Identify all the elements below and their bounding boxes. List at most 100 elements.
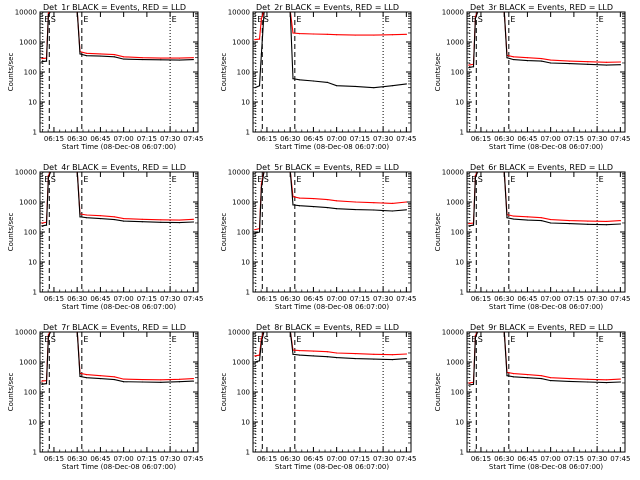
lld-data-point bbox=[605, 220, 608, 223]
y-axis-label: Counts/sec bbox=[434, 213, 442, 252]
x-axis-label: Start Time (08-Dec-08 06:07:00) bbox=[489, 143, 603, 151]
lld-data-point bbox=[391, 354, 394, 356]
series-group bbox=[254, 12, 407, 89]
x-tick-label: 06:15 bbox=[257, 455, 277, 463]
y-tick-label: 100 bbox=[451, 389, 464, 397]
y-axis-label: Counts/sec bbox=[220, 373, 228, 412]
events-series-line bbox=[41, 12, 194, 63]
events-series-line bbox=[41, 332, 194, 385]
x-tick-label: 06:30 bbox=[67, 455, 87, 463]
events-data-point bbox=[405, 83, 407, 85]
lld-data-point bbox=[336, 352, 338, 354]
events-data-point bbox=[326, 207, 328, 209]
events-data-point bbox=[568, 223, 570, 225]
lld-data-point bbox=[468, 64, 470, 66]
x-tick-label: 07:15 bbox=[350, 295, 370, 303]
panel-title: Det_3r BLACK = Events, RED = LLD bbox=[470, 3, 613, 12]
series-group bbox=[254, 172, 407, 234]
marker-label: S bbox=[51, 175, 56, 184]
panel-title: Det_1r BLACK = Events, RED = LLD bbox=[43, 3, 186, 12]
y-tick-label: 10 bbox=[28, 99, 37, 107]
events-data-point bbox=[506, 217, 508, 219]
lld-data-point bbox=[336, 200, 338, 202]
y-axis-label: Counts/sec bbox=[434, 373, 442, 412]
series-group bbox=[254, 332, 407, 363]
lld-data-point bbox=[540, 57, 542, 60]
marker-label: S bbox=[478, 335, 483, 344]
events-data-point bbox=[587, 381, 589, 383]
events-data-point bbox=[260, 187, 262, 189]
events-data-point bbox=[258, 360, 261, 362]
lld-data-point bbox=[41, 57, 43, 60]
marker-label: E bbox=[296, 15, 301, 24]
x-tick-label: 06:45 bbox=[517, 135, 537, 143]
events-data-point bbox=[192, 380, 194, 382]
lld-series-line bbox=[468, 12, 621, 66]
events-data-point bbox=[550, 62, 552, 64]
x-tick-label: 07:00 bbox=[114, 135, 134, 143]
lld-data-point bbox=[254, 229, 256, 231]
lld-data-point bbox=[619, 61, 621, 63]
x-tick-label: 07:45 bbox=[183, 455, 203, 463]
lld-data-point bbox=[405, 33, 407, 35]
plot-frame bbox=[39, 171, 199, 293]
lld-data-point bbox=[123, 217, 125, 220]
lld-data-point bbox=[326, 33, 328, 35]
events-data-point bbox=[619, 64, 621, 66]
lld-data-point bbox=[160, 219, 162, 221]
x-tick-label: 06:15 bbox=[471, 135, 491, 143]
lld-data-point bbox=[526, 374, 529, 376]
x-tick-label: 06:30 bbox=[494, 295, 514, 303]
events-data-point bbox=[405, 209, 407, 211]
events-data-point bbox=[178, 222, 181, 224]
marker-label: E bbox=[172, 15, 177, 24]
x-tick-label: 07:00 bbox=[327, 455, 347, 463]
events-data-point bbox=[292, 204, 294, 206]
lld-data-point bbox=[373, 34, 375, 36]
events-data-point bbox=[292, 353, 294, 355]
x-tick-label: 07:45 bbox=[610, 455, 630, 463]
lld-data-point bbox=[550, 377, 552, 379]
events-data-point bbox=[512, 218, 515, 220]
series-group bbox=[41, 332, 194, 385]
x-tick-label: 06:30 bbox=[280, 295, 300, 303]
lld-data-point bbox=[113, 376, 115, 378]
y-axis-label: Counts/sec bbox=[434, 53, 442, 92]
marker-label: E bbox=[385, 335, 390, 344]
lld-data-point bbox=[336, 34, 338, 36]
events-series-line bbox=[254, 332, 407, 363]
lld-data-point bbox=[178, 219, 181, 221]
events-data-point bbox=[99, 377, 102, 380]
lld-data-point bbox=[99, 53, 102, 55]
events-data-point bbox=[254, 87, 256, 89]
series-group bbox=[468, 12, 621, 69]
x-tick-label: 06:30 bbox=[494, 135, 514, 143]
events-data-point bbox=[47, 177, 49, 179]
y-tick-label: 1000 bbox=[19, 359, 37, 367]
events-data-point bbox=[260, 53, 262, 55]
events-data-point bbox=[526, 377, 529, 379]
y-tick-label: 1 bbox=[246, 449, 250, 457]
lld-data-point bbox=[512, 215, 515, 217]
events-data-point bbox=[605, 64, 608, 66]
lld-data-point bbox=[526, 57, 529, 59]
y-tick-label: 1000 bbox=[446, 199, 464, 207]
marker-label: E bbox=[385, 15, 390, 24]
events-data-point bbox=[99, 55, 102, 57]
x-tick-label: 07:45 bbox=[610, 295, 630, 303]
x-tick-label: 07:30 bbox=[160, 295, 180, 303]
events-data-point bbox=[160, 221, 162, 223]
x-axis-label: Start Time (08-Dec-08 06:07:00) bbox=[62, 303, 176, 311]
panel-title: Det_5r BLACK = Events, RED = LLD bbox=[256, 163, 399, 172]
events-data-point bbox=[312, 206, 315, 208]
y-tick-label: 100 bbox=[237, 229, 250, 237]
events-data-point bbox=[41, 61, 43, 63]
events-data-point bbox=[540, 377, 542, 380]
y-tick-label: 1 bbox=[460, 289, 464, 297]
x-tick-label: 07:15 bbox=[350, 455, 370, 463]
events-data-point bbox=[550, 379, 552, 382]
x-tick-label: 06:30 bbox=[280, 135, 300, 143]
panel-det-1r: Det_1r BLACK = Events, RED = LLD 1 10 100 10… bbox=[7, 3, 203, 151]
x-tick-label: 07:00 bbox=[114, 455, 134, 463]
events-data-point bbox=[540, 219, 542, 222]
